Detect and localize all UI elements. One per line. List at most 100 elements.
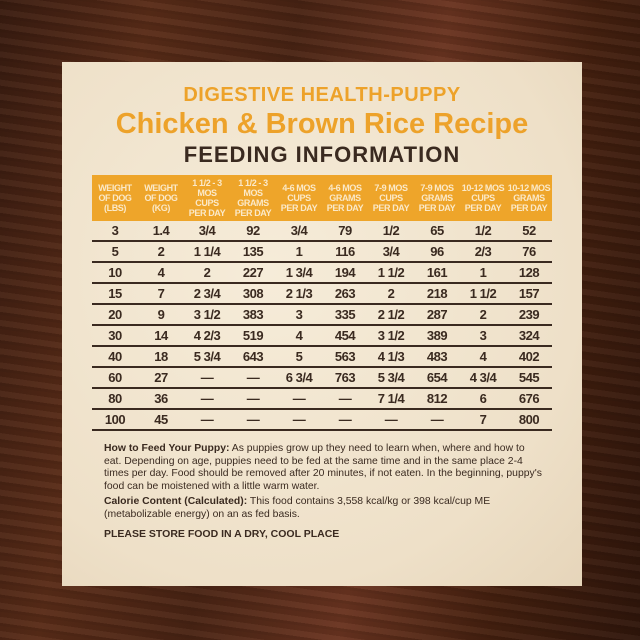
how-to-feed-label: How to Feed Your Puppy: <box>104 443 230 454</box>
table-cell: 3 <box>92 221 138 242</box>
table-cell: 402 <box>506 346 552 368</box>
table-cell: 7 <box>460 409 506 431</box>
table-row: 20 9 3 1/2 383 3 335 2 1/2 287 2 239 <box>92 304 552 326</box>
table-cell: 519 <box>230 325 276 347</box>
table-cell: 3/4 <box>184 221 230 242</box>
table-header-row: WEIGHT OF DOG (LBS) WEIGHT OF DOG (KG) 1 1… <box>92 175 552 221</box>
table-cell: 4 <box>276 325 322 347</box>
table-cell: 1/2 <box>460 221 506 242</box>
table-cell: 3/4 <box>276 221 322 242</box>
table-cell: 18 <box>138 346 184 368</box>
table-cell: 1 1/2 <box>368 262 414 284</box>
column-header: 4-6 MOS GRAMS PER DAY <box>322 175 368 221</box>
table-cell: 80 <box>92 388 138 410</box>
column-header: 4-6 MOS CUPS PER DAY <box>276 175 322 221</box>
table-cell: — <box>414 409 460 431</box>
table-cell: 287 <box>414 304 460 326</box>
table-cell: — <box>184 388 230 410</box>
table-cell: 812 <box>414 388 460 410</box>
table-cell: 263 <box>322 283 368 305</box>
table-cell: 239 <box>506 304 552 326</box>
table-row: 30 14 4 2/3 519 4 454 3 1/2 389 3 324 <box>92 325 552 347</box>
table-cell: 36 <box>138 388 184 410</box>
table-cell: 60 <box>92 367 138 389</box>
table-cell: 227 <box>230 262 276 284</box>
column-header: WEIGHT OF DOG (LBS) <box>92 175 138 221</box>
table-cell: 763 <box>322 367 368 389</box>
table-cell: 4 <box>138 262 184 284</box>
table-cell: 3/4 <box>368 241 414 263</box>
table-cell: 454 <box>322 325 368 347</box>
storage-note: PLEASE STORE FOOD IN A DRY, COOL PLACE <box>104 527 340 540</box>
table-cell: 308 <box>230 283 276 305</box>
table-cell: — <box>368 409 414 431</box>
table-cell: 7 <box>138 283 184 305</box>
table-cell: 389 <box>414 325 460 347</box>
table-cell: 218 <box>414 283 460 305</box>
table-cell: 4 3/4 <box>460 367 506 389</box>
table-cell: 5 3/4 <box>184 346 230 368</box>
table-cell: 5 <box>276 346 322 368</box>
table-cell: 79 <box>322 221 368 242</box>
table-cell: 135 <box>230 241 276 263</box>
table-cell: — <box>230 367 276 389</box>
table-row: 10 4 2 227 1 3/4 194 1 1/2 161 1 128 <box>92 262 552 284</box>
product-line: DIGESTIVE HEALTH-PUPPY <box>183 84 461 106</box>
column-header: 1 1/2 - 3 MOS GRAMS PER DAY <box>230 175 276 221</box>
table-cell: 643 <box>230 346 276 368</box>
table-cell: 2 1/3 <box>276 283 322 305</box>
table-cell: 335 <box>322 304 368 326</box>
table-cell: 483 <box>414 346 460 368</box>
table-cell: — <box>322 409 368 431</box>
table-cell: 65 <box>414 221 460 242</box>
table-row: 40 18 5 3/4 643 5 563 4 1/3 483 4 402 <box>92 346 552 368</box>
table-cell: 4 <box>460 346 506 368</box>
section-title: FEEDING INFORMATION <box>183 142 461 167</box>
table-cell: 2/3 <box>460 241 506 263</box>
table-cell: — <box>184 367 230 389</box>
table-cell: 3 <box>460 325 506 347</box>
table-cell: 1 3/4 <box>276 262 322 284</box>
table-cell: 20 <box>92 304 138 326</box>
table-cell: 3 1/2 <box>368 325 414 347</box>
table-cell: 5 <box>92 241 138 263</box>
table-cell: 14 <box>138 325 184 347</box>
feeding-info-card: DIGESTIVE HEALTH-PUPPY Chicken & Brown R… <box>62 62 582 586</box>
table-cell: 1.4 <box>138 221 184 242</box>
table-cell: 116 <box>322 241 368 263</box>
table-cell: 5 3/4 <box>368 367 414 389</box>
table-cell: 4 1/3 <box>368 346 414 368</box>
calorie-content: Calorie Content (Calculated): This food … <box>104 496 544 521</box>
table-cell: 194 <box>322 262 368 284</box>
table-cell: 654 <box>414 367 460 389</box>
table-cell: 324 <box>506 325 552 347</box>
calorie-text: This food contains 3,558 kcal/kg or 398 … <box>104 496 491 520</box>
table-cell: 676 <box>506 388 552 410</box>
table-cell: 1 <box>460 262 506 284</box>
table-cell: 1 1/2 <box>460 283 506 305</box>
table-cell: 52 <box>506 221 552 242</box>
table-cell: 1 1/4 <box>184 241 230 263</box>
column-header: 10-12 MOS CUPS PER DAY <box>460 175 506 221</box>
table-cell: 92 <box>230 221 276 242</box>
table-cell: 45 <box>138 409 184 431</box>
column-header: WEIGHT OF DOG (KG) <box>138 175 184 221</box>
table-cell: 4 2/3 <box>184 325 230 347</box>
table-cell: 800 <box>506 409 552 431</box>
table-row: 80 36— — — —7 1/4 812 6 676 <box>92 388 552 410</box>
table-cell: 6 3/4 <box>276 367 322 389</box>
calorie-label: Calorie Content (Calculated): <box>104 496 248 508</box>
table-cell: 7 1/4 <box>368 388 414 410</box>
table-cell: 9 <box>138 304 184 326</box>
feeding-notes: How to Feed Your Puppy: As puppies grow … <box>104 443 544 540</box>
table-cell: 15 <box>92 283 138 305</box>
table-cell: 128 <box>506 262 552 284</box>
table-cell: 100 <box>92 409 138 431</box>
table-cell: 2 1/2 <box>368 304 414 326</box>
column-header: 7-9 MOS GRAMS PER DAY <box>414 175 460 221</box>
table-cell: 383 <box>230 304 276 326</box>
table-cell: 40 <box>92 346 138 368</box>
table-row: 15 7 2 3/4 308 2 1/3 263 2 218 1 1/2 157 <box>92 283 552 305</box>
table-row: 3 1.4 3/4 92 3/4 79 1/2 65 1/2 52 <box>92 221 552 242</box>
